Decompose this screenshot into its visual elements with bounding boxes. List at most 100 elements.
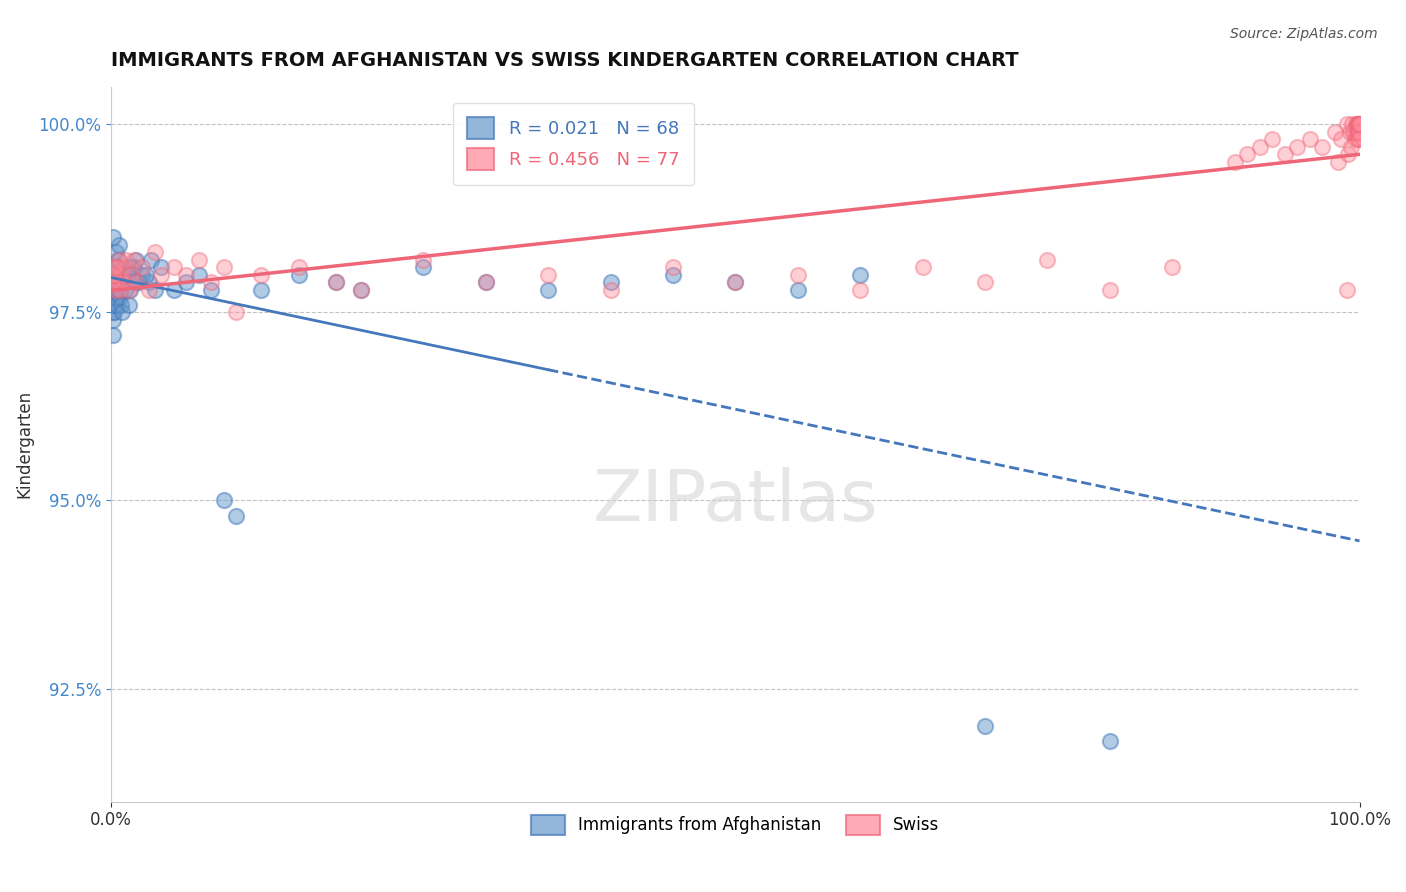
Point	[187, 252, 209, 267]
Point	[104, 283, 127, 297]
Point	[118, 283, 141, 297]
Point	[110, 283, 132, 297]
Point	[111, 275, 134, 289]
Point	[112, 275, 135, 289]
Point	[122, 252, 145, 267]
Point	[101, 230, 124, 244]
Point	[1336, 117, 1358, 131]
Point	[974, 719, 997, 733]
Point	[107, 275, 129, 289]
Point	[163, 260, 186, 275]
Point	[1327, 154, 1350, 169]
Point	[108, 268, 131, 282]
Point	[103, 275, 125, 289]
Point	[112, 260, 135, 275]
Point	[131, 260, 153, 275]
Point	[1341, 117, 1364, 131]
Point	[1348, 117, 1371, 131]
Point	[200, 283, 222, 297]
Point	[125, 275, 148, 289]
Point	[412, 252, 434, 267]
Point	[1344, 125, 1367, 139]
Point	[1098, 734, 1121, 748]
Point	[120, 260, 142, 275]
Point	[163, 283, 186, 297]
Point	[1347, 117, 1369, 131]
Point	[724, 275, 747, 289]
Point	[107, 283, 129, 297]
Point	[1274, 147, 1296, 161]
Point	[110, 275, 132, 289]
Point	[1161, 260, 1184, 275]
Point	[135, 268, 157, 282]
Point	[187, 268, 209, 282]
Point	[107, 252, 129, 267]
Point	[1249, 139, 1271, 153]
Point	[1341, 125, 1364, 139]
Point	[143, 245, 166, 260]
Point	[107, 260, 129, 275]
Point	[174, 275, 197, 289]
Point	[104, 283, 127, 297]
Point	[107, 275, 129, 289]
Point	[786, 283, 808, 297]
Point	[325, 275, 347, 289]
Point	[107, 237, 129, 252]
Point	[1347, 132, 1369, 146]
Point	[662, 260, 685, 275]
Point	[174, 268, 197, 282]
Point	[104, 260, 127, 275]
Text: IMMIGRANTS FROM AFGHANISTAN VS SWISS KINDERGARTEN CORRELATION CHART: IMMIGRANTS FROM AFGHANISTAN VS SWISS KIN…	[111, 51, 1019, 70]
Point	[105, 290, 128, 304]
Point	[662, 268, 685, 282]
Legend: Immigrants from Afghanistan, Swiss: Immigrants from Afghanistan, Swiss	[523, 806, 948, 843]
Point	[1347, 117, 1369, 131]
Point	[103, 290, 125, 304]
Point	[724, 275, 747, 289]
Point	[1310, 139, 1333, 153]
Point	[122, 260, 145, 275]
Point	[128, 275, 150, 289]
Point	[1298, 132, 1320, 146]
Point	[325, 275, 347, 289]
Point	[108, 283, 131, 297]
Point	[110, 298, 132, 312]
Point	[115, 252, 138, 267]
Point	[110, 305, 132, 319]
Point	[1343, 132, 1365, 146]
Text: Source: ZipAtlas.com: Source: ZipAtlas.com	[1230, 27, 1378, 41]
Point	[143, 283, 166, 297]
Point	[474, 275, 496, 289]
Point	[974, 275, 997, 289]
Point	[1323, 125, 1346, 139]
Point	[1336, 283, 1358, 297]
Point	[537, 268, 560, 282]
Point	[103, 283, 125, 297]
Point	[1339, 125, 1361, 139]
Point	[250, 283, 273, 297]
Point	[225, 305, 247, 319]
Point	[1346, 132, 1368, 146]
Point	[1346, 117, 1368, 131]
Point	[1348, 132, 1371, 146]
Point	[101, 327, 124, 342]
Point	[1348, 125, 1371, 139]
Point	[105, 268, 128, 282]
Point	[104, 260, 127, 275]
Point	[105, 260, 128, 275]
Point	[849, 268, 872, 282]
Point	[107, 252, 129, 267]
Point	[212, 493, 235, 508]
Point	[287, 268, 309, 282]
Point	[786, 268, 808, 282]
Point	[200, 275, 222, 289]
Point	[103, 305, 125, 319]
Point	[105, 245, 128, 260]
Point	[225, 508, 247, 523]
Point	[1036, 252, 1059, 267]
Point	[111, 275, 134, 289]
Point	[287, 260, 309, 275]
Y-axis label: Kindergarten: Kindergarten	[15, 390, 32, 498]
Point	[1236, 147, 1258, 161]
Point	[1330, 132, 1353, 146]
